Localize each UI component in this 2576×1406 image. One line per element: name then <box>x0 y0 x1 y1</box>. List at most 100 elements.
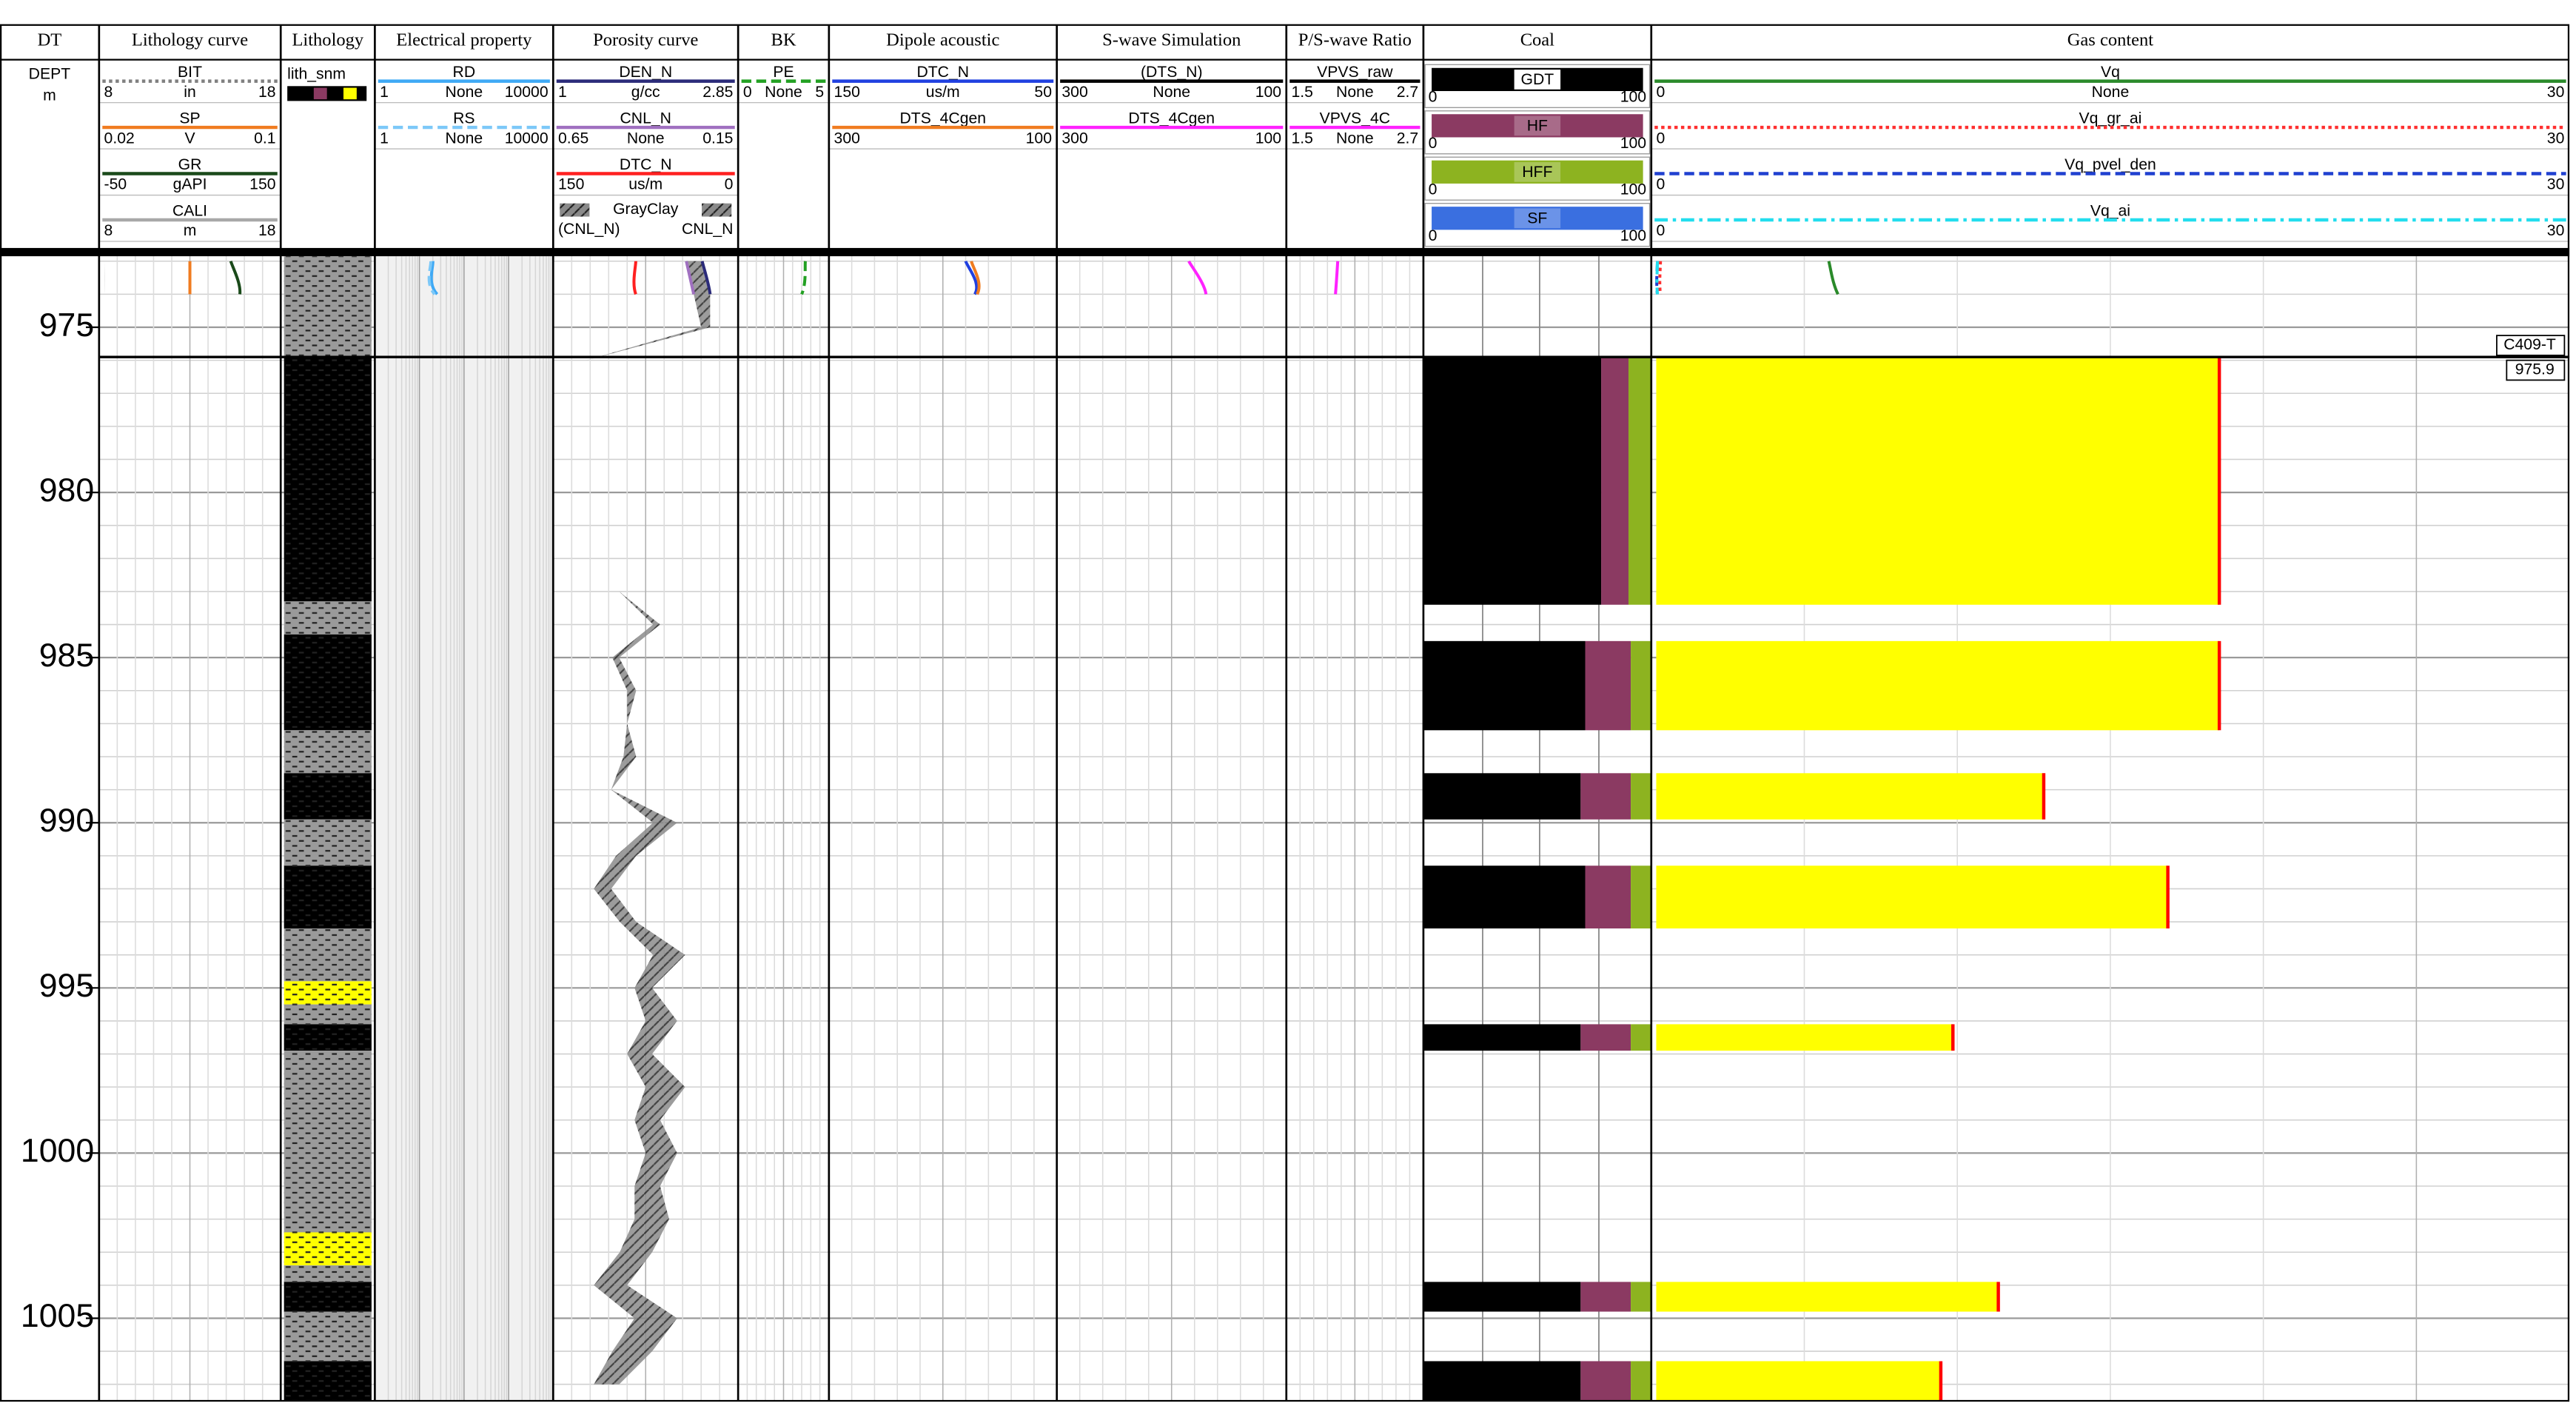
scale-max: 30 <box>2547 84 2565 101</box>
gas-fill <box>1656 773 2044 820</box>
curve-name: BIT <box>178 64 202 81</box>
track-data <box>586 261 712 1385</box>
track-data <box>284 256 372 1401</box>
coal-segment <box>1423 773 1581 820</box>
curve-name: VPVS_4C <box>1320 110 1390 127</box>
fill-swatch <box>560 203 590 217</box>
lithology-legend: lith_snm <box>287 65 346 82</box>
lithology-pattern <box>284 1024 372 1051</box>
clay-fill <box>594 855 637 889</box>
coal-segment <box>1585 866 1631 928</box>
coal-segment <box>1601 357 1629 605</box>
lithology-legend-swatch <box>313 87 327 100</box>
scale-min: 1 <box>380 130 389 147</box>
coal-segment <box>1631 640 1651 731</box>
lithology-pattern <box>284 819 372 866</box>
curve-name: VPVS_raw <box>1317 64 1393 81</box>
curve-name: Vq_gr_ai <box>2079 110 2142 127</box>
legend-label-box <box>1514 161 1561 182</box>
scale-min: 8 <box>104 84 113 101</box>
log-curve <box>964 260 979 295</box>
curve-name: DTS_4Cgen <box>899 110 986 127</box>
scale-max: 2.7 <box>1397 84 1418 101</box>
legend-label-box <box>1514 208 1561 229</box>
scale-max: 50 <box>1034 84 1052 101</box>
track-data <box>800 261 807 295</box>
log-curve <box>685 261 696 295</box>
scale-min: 1 <box>380 84 389 101</box>
legend-name: HF <box>1527 118 1548 135</box>
scale-max: 0 <box>725 176 734 193</box>
coal-segment <box>1585 640 1631 731</box>
legend-box <box>1424 203 1651 247</box>
track-title: S-wave Simulation <box>1102 30 1241 50</box>
coal-segment <box>1423 1024 1581 1051</box>
scale-unit: gAPI <box>173 176 207 193</box>
coal-segment <box>1631 1361 1651 1401</box>
scale-unit: in <box>184 84 196 101</box>
clay-fill <box>623 723 637 757</box>
clay-fill <box>694 294 711 327</box>
clay-fill <box>627 1054 685 1088</box>
clay-fill <box>634 1087 685 1120</box>
fill-swatch <box>702 203 732 217</box>
lithology-pattern <box>284 773 372 820</box>
scale-unit: None <box>765 84 802 101</box>
scale-max: 150 <box>249 176 275 193</box>
legend-label-box <box>1514 70 1561 90</box>
coal-segment <box>1580 773 1631 820</box>
scale-min: 1.5 <box>1291 84 1312 101</box>
curve-name: SP <box>179 110 200 127</box>
log-curve <box>429 261 439 295</box>
lithology-pattern <box>284 256 372 358</box>
curve-name: DEN_N <box>619 64 672 81</box>
lithology-pattern <box>284 928 372 982</box>
scale-max: 100 <box>1620 181 1646 198</box>
log-curve <box>700 261 712 295</box>
legend-box <box>1424 110 1651 155</box>
scale-min: 0 <box>1429 181 1438 198</box>
track-data <box>1334 261 1340 295</box>
clay-fill <box>634 988 677 1021</box>
scale-unit: us/m <box>926 84 960 101</box>
marker-name: C409-T <box>2503 336 2556 353</box>
clay-fill <box>612 624 660 658</box>
scale-min: 150 <box>558 176 584 193</box>
track-title: Electrical property <box>396 30 532 50</box>
track-data <box>104 261 242 295</box>
fill-right: CNL_N <box>682 221 733 238</box>
coal-segment <box>1631 1282 1651 1312</box>
curve-name: CNL_N <box>620 110 671 127</box>
lithology-pattern <box>284 1311 372 1362</box>
coal-segment <box>1423 640 1586 731</box>
fill-name: GrayClay <box>613 201 679 218</box>
lithology-pattern <box>284 357 372 602</box>
curve-name: RS <box>453 110 474 127</box>
track-title: Lithology curve <box>132 30 248 50</box>
lithology-pattern <box>284 1232 372 1266</box>
track-title: Coal <box>1520 30 1554 50</box>
depth-tick-label: 1005 <box>21 1298 94 1334</box>
track-data <box>964 260 981 295</box>
scale-unit: m <box>184 222 197 239</box>
scale-min: 0.65 <box>558 130 588 147</box>
scale-min: 1 <box>558 84 567 101</box>
coal-segment <box>1631 866 1651 928</box>
curve-name: DTS_4Cgen <box>1128 110 1215 127</box>
scale-min: 8 <box>104 222 113 239</box>
curve-name: DTC_N <box>620 156 672 173</box>
lithology-pattern <box>284 634 372 731</box>
scale-unit: None <box>2092 84 2130 101</box>
scale-unit: None <box>1336 84 1374 101</box>
clay-fill <box>627 690 637 724</box>
scale-min: 0 <box>1656 176 1665 193</box>
clay-fill <box>612 657 637 691</box>
scale-unit: None <box>446 84 483 101</box>
coal-segment <box>1631 773 1651 820</box>
clay-fill <box>620 1219 669 1253</box>
gas-fill <box>1656 1024 1953 1051</box>
scale-min: 300 <box>1061 84 1087 101</box>
scale-max: 100 <box>1026 130 1052 147</box>
